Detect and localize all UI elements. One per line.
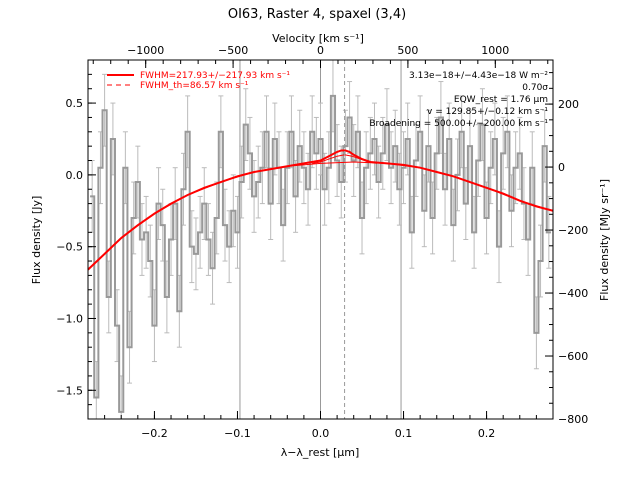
annotation-flux: 3.13e−18+/−4.43e−18 W m⁻²: [409, 71, 548, 81]
y-axis-ticks: −1.5 −1.0 −0.5 0.0 0.5: [56, 59, 96, 420]
y-tick-label: 0.0: [66, 169, 84, 182]
x2-axis-label: Velocity [km s⁻¹]: [272, 32, 364, 45]
x-tick-label: 0.0: [312, 427, 330, 440]
x-axis-ticks: −0.2 −0.1 0.0 0.1 0.2: [87, 411, 554, 440]
x2-tick-label: 0: [317, 44, 324, 57]
y2-tick-label: −800: [558, 413, 588, 426]
y2-axis-label: Flux density [MJy sr⁻¹]: [598, 179, 611, 301]
x-axis-label: λ−λ_rest [μm]: [281, 446, 360, 459]
legend-fit-label: FWHM=217.93+/−217.93 km s⁻¹: [140, 71, 290, 81]
y2-tick-label: −600: [558, 350, 588, 363]
annotation-velocity: v = 129.85+/−0.12 km s⁻¹: [427, 107, 548, 117]
x2-tick-label: −500: [218, 44, 248, 57]
x2-axis-ticks: −1000 −500 0 500 1000: [92, 44, 549, 68]
y2-tick-label: −400: [558, 287, 588, 300]
y2-tick-label: 200: [558, 98, 579, 111]
fit-annotations: 3.13e−18+/−4.43e−18 W m⁻² 0.70σ EQW_rest…: [369, 71, 548, 129]
x2-tick-label: 1000: [481, 44, 509, 57]
fit-line: [87, 149, 554, 271]
y2-axis-ticks: −800 −600 −400 −200 0 200: [545, 72, 588, 426]
x-tick-label: −0.1: [224, 427, 251, 440]
y-tick-label: −1.5: [56, 384, 83, 397]
y-tick-label: −1.0: [56, 312, 83, 325]
x-tick-label: 0.1: [395, 427, 413, 440]
y-tick-label: −0.5: [56, 241, 83, 254]
legend: FWHM=217.93+/−217.93 km s⁻¹ FWHM_th=86.5…: [107, 71, 290, 91]
x2-tick-label: 500: [397, 44, 418, 57]
spectrum-step-line: [90, 94, 551, 413]
legend-th-label: FWHM_th=86.57 km s⁻¹: [140, 81, 249, 91]
chart-title: OI63, Raster 4, spaxel (3,4): [228, 7, 406, 22]
y-axis-label: Flux density [Jy]: [30, 196, 43, 285]
x-tick-label: −0.2: [141, 427, 168, 440]
annotation-eqw: EQW_rest = 1.76 μm: [454, 95, 548, 105]
x2-tick-label: −1000: [127, 44, 164, 57]
y2-tick-label: −200: [558, 224, 588, 237]
x-tick-label: 0.2: [478, 427, 496, 440]
y2-tick-label: 0: [558, 161, 565, 174]
annotation-sigma: 0.70σ: [522, 83, 548, 93]
y-tick-label: 0.5: [66, 97, 84, 110]
annotation-broadening: Broadening = 500.00+/−200.00 km s⁻¹: [369, 119, 548, 129]
